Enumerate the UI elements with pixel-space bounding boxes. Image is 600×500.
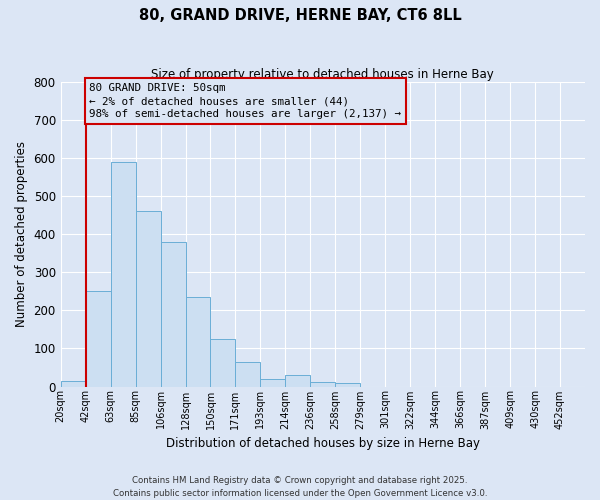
Bar (86, 291, 110, 386)
Title: Size of property relative to detached houses in Herne Bay: Size of property relative to detached ho… (151, 68, 494, 80)
Y-axis label: Number of detached properties: Number of detached properties (15, 141, 28, 327)
Bar (61, 381, 86, 386)
Text: Contains HM Land Registry data © Crown copyright and database right 2025.
Contai: Contains HM Land Registry data © Crown c… (113, 476, 487, 498)
Bar (260, 379, 286, 386)
Bar (235, 362, 260, 386)
Bar (185, 297, 211, 386)
Bar (161, 242, 185, 386)
Bar (136, 211, 161, 386)
Bar (211, 339, 235, 386)
X-axis label: Distribution of detached houses by size in Herne Bay: Distribution of detached houses by size … (166, 437, 480, 450)
Text: 80 GRAND DRIVE: 50sqm
← 2% of detached houses are smaller (44)
98% of semi-detac: 80 GRAND DRIVE: 50sqm ← 2% of detached h… (89, 83, 401, 119)
Bar (310, 382, 335, 386)
Bar (286, 375, 310, 386)
Text: 80, GRAND DRIVE, HERNE BAY, CT6 8LL: 80, GRAND DRIVE, HERNE BAY, CT6 8LL (139, 8, 461, 22)
Bar (110, 162, 136, 386)
Bar (335, 384, 360, 386)
